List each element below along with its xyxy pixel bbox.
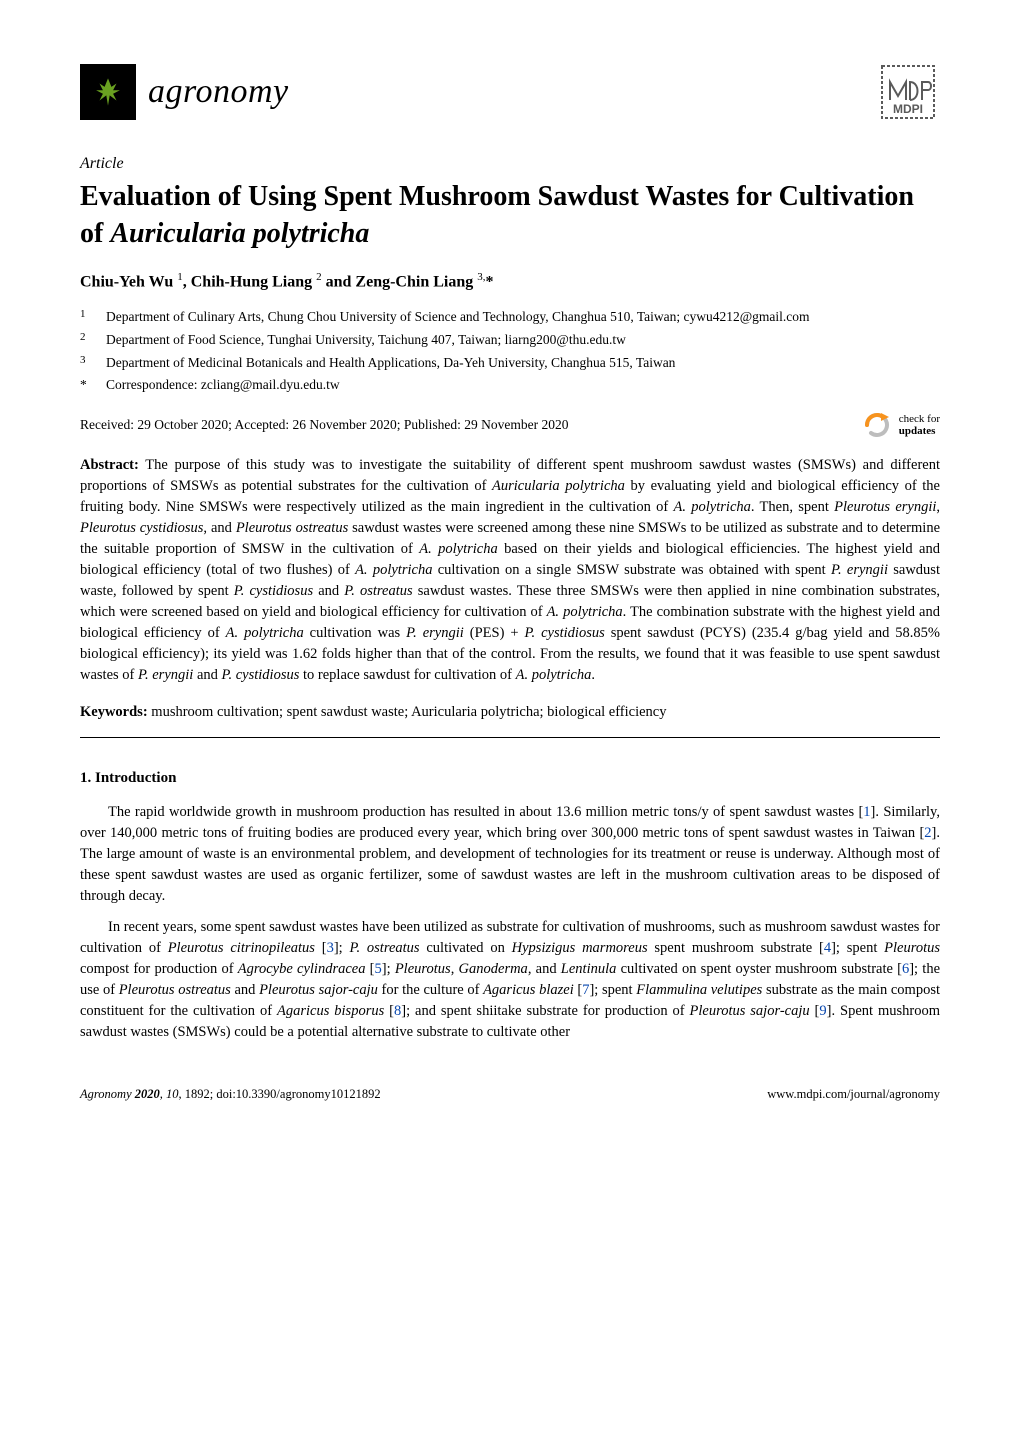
- ref-2[interactable]: 2: [924, 825, 931, 841]
- check-for-updates[interactable]: check for updates: [861, 409, 940, 441]
- keywords: Keywords: mushroom cultivation; spent sa…: [80, 702, 940, 723]
- affil-num-1: 1: [80, 307, 106, 327]
- keywords-body: mushroom cultivation; spent sawdust wast…: [148, 704, 667, 720]
- ref-9[interactable]: 9: [819, 1003, 826, 1019]
- abstract-body: The purpose of this study was to investi…: [80, 457, 940, 683]
- check-line2: updates: [899, 425, 936, 437]
- ref-3[interactable]: 3: [327, 940, 334, 956]
- correspondence-star: *: [80, 375, 106, 395]
- separator-line: [80, 737, 940, 738]
- check-updates-text: check for updates: [899, 413, 940, 437]
- affiliation-3: 3 Department of Medicinal Botanicals and…: [80, 353, 940, 373]
- article-label: Article: [80, 152, 940, 175]
- footer: Agronomy 2020, 10, 1892; doi:10.3390/agr…: [80, 1085, 940, 1103]
- correspondence-row: * Correspondence: zcliang@mail.dyu.edu.t…: [80, 375, 940, 395]
- correspondence-text: Correspondence: zcliang@mail.dyu.edu.tw: [106, 375, 340, 395]
- affil-text-2: Department of Food Science, Tunghai Univ…: [106, 330, 940, 350]
- thistle-icon: [91, 75, 125, 109]
- affil-num-2: 2: [80, 330, 106, 350]
- check-line1: check for: [899, 413, 940, 425]
- abstract: Abstract: The purpose of this study was …: [80, 455, 940, 686]
- affil-text-3: Department of Medicinal Botanicals and H…: [106, 353, 940, 373]
- affil-num-3: 3: [80, 353, 106, 373]
- journal-logo: agronomy: [80, 64, 289, 120]
- footer-vol: , 10: [160, 1087, 179, 1101]
- ref-7[interactable]: 7: [582, 982, 589, 998]
- title-species: Auricularia polytricha: [110, 218, 369, 249]
- footer-year: 2020: [132, 1087, 160, 1101]
- footer-left: Agronomy 2020, 10, 1892; doi:10.3390/agr…: [80, 1085, 381, 1103]
- affiliation-1: 1 Department of Culinary Arts, Chung Cho…: [80, 307, 940, 327]
- intro-para-2: In recent years, some spent sawdust wast…: [80, 917, 940, 1043]
- intro-para-1: The rapid worldwide growth in mushroom p…: [80, 802, 940, 907]
- check-updates-icon: [861, 409, 893, 441]
- dates-row: Received: 29 October 2020; Accepted: 26 …: [80, 409, 940, 441]
- mdpi-logo-icon: MDPI: [876, 60, 940, 124]
- footer-url[interactable]: www.mdpi.com/journal/agronomy: [767, 1085, 940, 1103]
- article-title: Evaluation of Using Spent Mushroom Sawdu…: [80, 179, 940, 252]
- ref-5[interactable]: 5: [375, 961, 382, 977]
- ref-8[interactable]: 8: [394, 1003, 401, 1019]
- affil-text-1: Department of Culinary Arts, Chung Chou …: [106, 307, 940, 327]
- section-1-heading: 1. Introduction: [80, 768, 940, 790]
- authors-line: Chiu-Yeh Wu 1, Chih-Hung Liang 2 and Zen…: [80, 270, 940, 294]
- header-row: agronomy MDPI: [80, 60, 940, 124]
- keywords-label: Keywords:: [80, 704, 148, 720]
- abstract-label: Abstract:: [80, 457, 139, 473]
- footer-journal: Agronomy: [80, 1087, 132, 1101]
- affiliation-2: 2 Department of Food Science, Tunghai Un…: [80, 330, 940, 350]
- logo-badge: [80, 64, 136, 120]
- footer-doi: , 1892; doi:10.3390/agronomy10121892: [179, 1087, 381, 1101]
- ref-1[interactable]: 1: [863, 804, 870, 820]
- dates-text: Received: 29 October 2020; Accepted: 26 …: [80, 415, 569, 435]
- ref-4[interactable]: 4: [824, 940, 831, 956]
- journal-name: agronomy: [148, 67, 289, 116]
- svg-text:MDPI: MDPI: [893, 102, 923, 116]
- ref-6[interactable]: 6: [902, 961, 909, 977]
